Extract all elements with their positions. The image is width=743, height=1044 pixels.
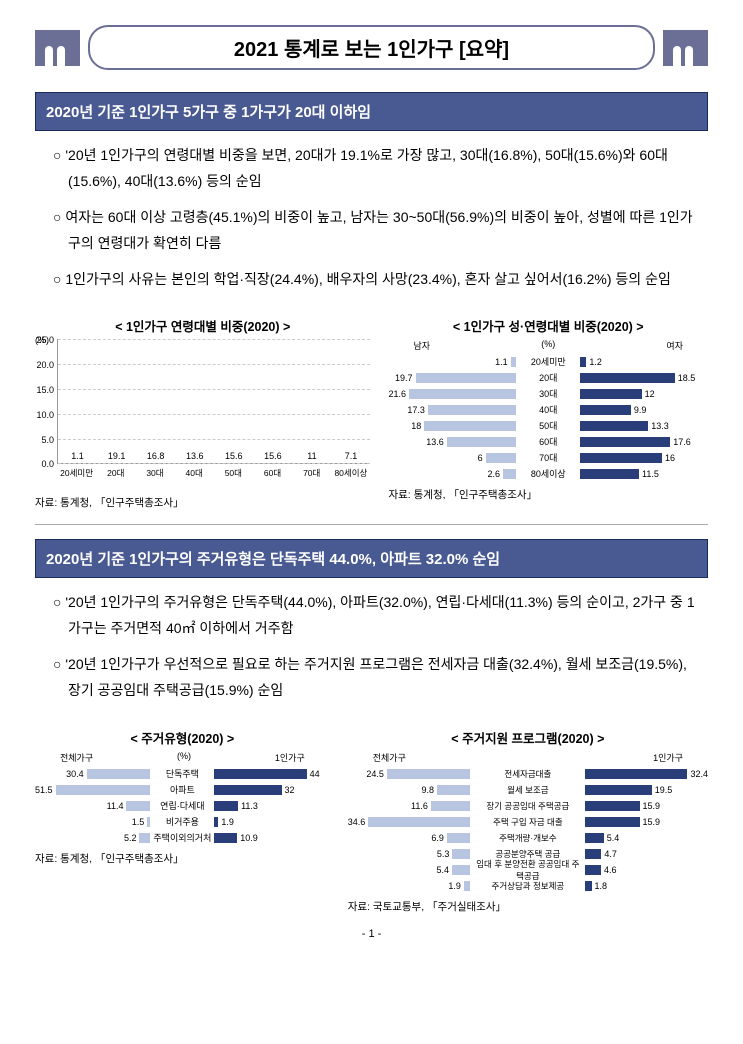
bullet: '20년 1인가구의 주거유형은 단독주택(44.0%), 아파트(32.0%)… [53,590,698,642]
chart-housing-unit: (%) [177,751,191,764]
chart-program-title: < 주거지원 프로그램(2020) > [348,728,708,747]
bullet: 여자는 60대 이상 고령층(45.1%)의 비중이 높고, 남자는 30~50… [53,205,698,257]
chart-row: 51.5아파트32 [35,782,330,797]
chart-housing-right-label: 1인가구 [275,751,305,764]
bullet: 1인가구의 사유는 본인의 학업·직장(24.4%), 배우자의 사망(23.4… [53,267,698,293]
bar-col: 13.6 [175,451,214,463]
chart-age-title: < 1인가구 연령대별 비중(2020) > [35,316,370,335]
bar-col: 19.1 [97,451,136,463]
chart-row: 13.660대17.6 [388,434,708,449]
chart-age-grid: 1.119.116.813.615.615.6117.1 0.05.010.01… [57,339,370,464]
chart-age-source: 자료: 통계청, 「인구주택총조사」 [35,495,370,510]
chart-row: 1.120세미만1.2 [388,354,708,369]
chart-row: 5.4임대 후 분양전환 공공임대 주택공급4.6 [348,862,708,877]
divider [35,524,708,525]
bar-col: 15.6 [253,451,292,463]
title-ornament-right [663,30,708,66]
chart-row: 17.340대9.9 [388,402,708,417]
bar-col: 11 [292,451,331,463]
chart-row: 11.4연립·다세대11.3 [35,798,330,813]
chart-sexage-left-label: 남자 [413,339,430,352]
title-ornament-left [35,30,80,66]
chart-age: < 1인가구 연령대별 비중(2020) > (%) 1.119.116.813… [35,316,370,510]
bar-col: 16.8 [136,451,175,463]
chart-row: 1.9주거상담과 정보제공1.8 [348,878,708,893]
chart-sexage-source: 자료: 통계청, 「인구주택총조사」 [388,487,708,502]
chart-row: 30.4단독주택44 [35,766,330,781]
chart-row: 1.5비거주용1.9 [35,814,330,829]
chart-row: 1850대13.3 [388,418,708,433]
chart-row: 2.680세이상11.5 [388,466,708,481]
chart-row: 11.6장기 공공임대 주택공급15.9 [348,798,708,813]
chart-sexage-right-label: 여자 [666,339,683,352]
chart-program: < 주거지원 프로그램(2020) > 전체가구 1인가구 24.5전세자금대출… [348,728,708,914]
bar-col: 7.1 [331,451,370,463]
chart-row: 6.9주택개량·개보수5.4 [348,830,708,845]
chart-housing-title: < 주거유형(2020) > [35,728,330,747]
chart-row: 9.8월세 보조금19.5 [348,782,708,797]
title-banner: 2021 통계로 보는 1인가구 [요약] [35,25,708,70]
chart-row: 34.6주택 구입 자금 대출15.9 [348,814,708,829]
chart-housing: < 주거유형(2020) > 전체가구 (%) 1인가구 30.4단독주택445… [35,728,330,914]
chart-row: 19.720대18.5 [388,370,708,385]
chart-row: 670대16 [388,450,708,465]
bar-col: 1.1 [58,451,97,463]
section2-bullets: '20년 1인가구의 주거유형은 단독주택(44.0%), 아파트(32.0%)… [35,590,708,722]
bullet: '20년 1인가구가 우선적으로 필요로 하는 주거지원 프로그램은 전세자금 … [53,652,698,704]
chart-sexage-title: < 1인가구 성·연령대별 비중(2020) > [388,316,708,335]
chart-sexage-unit: (%) [541,339,555,352]
chart-row: 24.5전세자금대출32.4 [348,766,708,781]
section1-heading: 2020년 기준 1인가구 5가구 중 1가구가 20대 이하임 [35,92,708,131]
doc-title: 2021 통계로 보는 1인가구 [요약] [88,25,655,70]
chart-program-source: 자료: 국토교통부, 「주거실태조사」 [348,899,708,914]
chart-housing-source: 자료: 통계청, 「인구주택총조사」 [35,851,330,866]
bullet: '20년 1인가구의 연령대별 비중을 보면, 20대가 19.1%로 가장 많… [53,143,698,195]
chart-row: 5.2주택이외의거처10.9 [35,830,330,845]
chart-row: 21.630대12 [388,386,708,401]
page-number: - 1 - [35,928,708,940]
chart-program-right-label: 1인가구 [653,751,683,764]
section2-heading: 2020년 기준 1인가구의 주거유형은 단독주택 44.0%, 아파트 32.… [35,539,708,578]
chart-program-left-label: 전체가구 [373,751,406,764]
chart-sexage: < 1인가구 성·연령대별 비중(2020) > 남자 (%) 여자 1.120… [388,316,708,510]
bar-col: 15.6 [214,451,253,463]
chart-housing-left-label: 전체가구 [60,751,93,764]
section1-bullets: '20년 1인가구의 연령대별 비중을 보면, 20대가 19.1%로 가장 많… [35,143,708,310]
